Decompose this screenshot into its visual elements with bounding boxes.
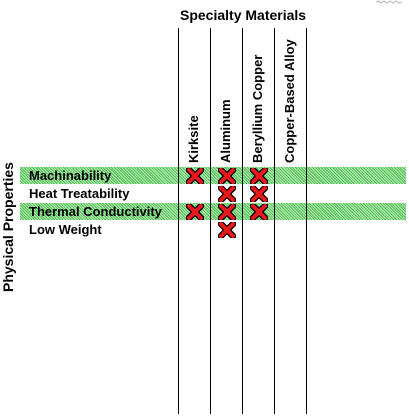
row-label-thermal-conductivity: Thermal Conductivity: [29, 204, 162, 219]
x-mark-icon: [185, 166, 205, 186]
column-divider: [210, 28, 211, 414]
column-label-aluminum: Aluminum: [218, 99, 233, 163]
row-label-heat-treatability: Heat Treatability: [29, 186, 130, 201]
corner-scribble-decoration: [375, 0, 403, 4]
column-divider: [274, 28, 275, 414]
row-band-thermal-conductivity: [20, 203, 406, 220]
x-mark-icon: [249, 166, 269, 186]
column-divider: [242, 28, 243, 414]
row-label-low-weight: Low Weight: [29, 222, 102, 237]
x-mark-icon: [249, 184, 269, 204]
chart-title: Specialty Materials: [180, 7, 307, 23]
column-divider: [178, 28, 179, 414]
column-divider: [306, 28, 307, 414]
x-mark-icon: [217, 184, 237, 204]
row-label-machinability: Machinability: [29, 168, 112, 183]
x-mark-icon: [217, 220, 237, 240]
x-mark-icon: [217, 202, 237, 222]
row-axis-title: Physical Properties: [0, 162, 16, 292]
x-mark-icon: [249, 202, 269, 222]
x-mark-icon: [185, 202, 205, 222]
column-label-copper-based-alloy: Copper-Based Alloy: [282, 39, 297, 163]
x-mark-icon: [217, 166, 237, 186]
row-band-machinability: [20, 167, 406, 184]
column-label-kirksite: Kirksite: [186, 115, 201, 163]
column-label-beryllium-copper: Beryllium Copper: [250, 54, 265, 163]
